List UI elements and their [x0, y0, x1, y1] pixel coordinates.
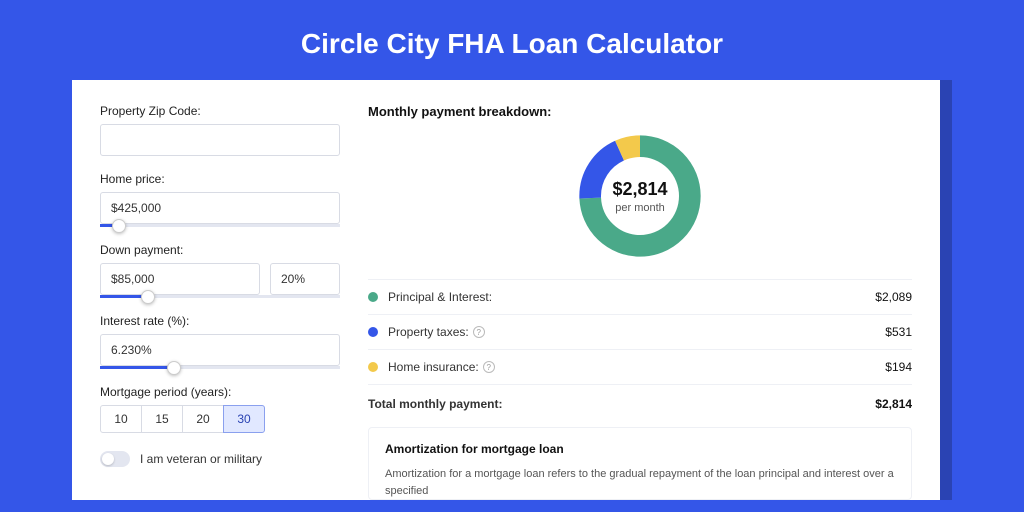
home-price-group: Home price: [100, 172, 340, 227]
card-shadow: Property Zip Code: Home price: Down paym… [72, 80, 952, 500]
home-price-slider-thumb[interactable] [112, 219, 126, 233]
down-payment-slider-thumb[interactable] [141, 290, 155, 304]
period-option-10[interactable]: 10 [100, 405, 142, 433]
amortization-text: Amortization for a mortgage loan refers … [385, 466, 895, 499]
amortization-box: Amortization for mortgage loan Amortizat… [368, 427, 912, 500]
down-payment-group: Down payment: [100, 243, 340, 298]
veteran-toggle[interactable] [100, 451, 130, 467]
home-price-input[interactable] [100, 192, 340, 224]
period-group: Mortgage period (years): 10152030 [100, 385, 340, 433]
period-option-15[interactable]: 15 [141, 405, 183, 433]
legend-label: Principal & Interest: [388, 290, 492, 304]
interest-rate-group: Interest rate (%): [100, 314, 340, 369]
down-payment-label: Down payment: [100, 243, 340, 257]
period-options: 10152030 [100, 405, 340, 433]
total-value: $2,814 [875, 397, 912, 411]
interest-rate-slider[interactable] [100, 366, 340, 369]
legend-swatch [368, 362, 378, 372]
period-option-20[interactable]: 20 [182, 405, 224, 433]
zip-group: Property Zip Code: [100, 104, 340, 156]
donut-wrap: $2,814 per month [368, 131, 912, 261]
interest-rate-slider-thumb[interactable] [167, 361, 181, 375]
home-price-slider[interactable] [100, 224, 340, 227]
legend-value: $2,089 [875, 290, 912, 304]
veteran-label: I am veteran or military [140, 452, 262, 466]
legend-value: $531 [885, 325, 912, 339]
legend-swatch [368, 327, 378, 337]
breakdown-title: Monthly payment breakdown: [368, 104, 912, 119]
period-option-30[interactable]: 30 [223, 405, 265, 433]
veteran-row: I am veteran or military [100, 451, 340, 467]
legend-row: Home insurance:? $194 [368, 350, 912, 385]
page-title: Circle City FHA Loan Calculator [0, 0, 1024, 80]
interest-rate-input[interactable] [100, 334, 340, 366]
legend-row: Property taxes:? $531 [368, 315, 912, 350]
total-row: Total monthly payment: $2,814 [368, 385, 912, 427]
zip-label: Property Zip Code: [100, 104, 340, 118]
donut-sub: per month [615, 202, 665, 214]
donut-chart: $2,814 per month [575, 131, 705, 261]
form-panel: Property Zip Code: Home price: Down paym… [100, 104, 340, 500]
legend-label: Property taxes: [388, 325, 469, 339]
interest-rate-label: Interest rate (%): [100, 314, 340, 328]
zip-input[interactable] [100, 124, 340, 156]
breakdown-panel: Monthly payment breakdown: $2,814 per mo… [368, 104, 912, 500]
amortization-title: Amortization for mortgage loan [385, 442, 895, 456]
total-label: Total monthly payment: [368, 397, 502, 411]
info-icon[interactable]: ? [483, 361, 495, 373]
interest-rate-slider-fill [100, 366, 174, 369]
down-payment-slider[interactable] [100, 295, 340, 298]
legend-label: Home insurance: [388, 360, 479, 374]
legend: Principal & Interest: $2,089 Property taxe… [368, 279, 912, 385]
down-payment-amount-input[interactable] [100, 263, 260, 295]
down-payment-pct-input[interactable] [270, 263, 340, 295]
info-icon[interactable]: ? [473, 326, 485, 338]
donut-amount: $2,814 [612, 179, 667, 200]
legend-row: Principal & Interest: $2,089 [368, 280, 912, 315]
period-label: Mortgage period (years): [100, 385, 340, 399]
calculator-card: Property Zip Code: Home price: Down paym… [72, 80, 940, 500]
home-price-label: Home price: [100, 172, 340, 186]
donut-center: $2,814 per month [575, 131, 705, 261]
legend-swatch [368, 292, 378, 302]
legend-value: $194 [885, 360, 912, 374]
